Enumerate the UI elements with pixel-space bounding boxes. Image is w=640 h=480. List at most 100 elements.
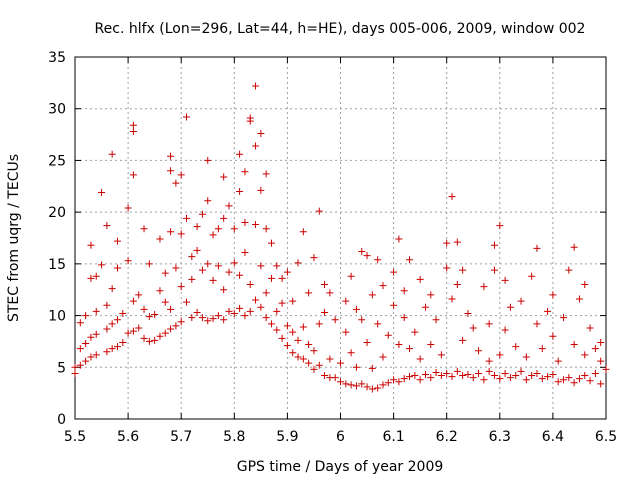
data-point: [108, 150, 116, 158]
data-point: [113, 316, 121, 324]
data-point: [273, 262, 281, 270]
data-point: [390, 268, 398, 276]
data-point: [363, 252, 371, 260]
data-point: [363, 338, 371, 346]
data-point: [236, 150, 244, 158]
data-point: [512, 343, 520, 351]
data-point: [124, 204, 132, 212]
data-point: [113, 264, 121, 272]
data-point: [501, 326, 509, 334]
data-point: [267, 274, 275, 282]
data-point: [273, 326, 281, 334]
data-point: [267, 320, 275, 328]
data-point: [278, 299, 286, 307]
data-point: [82, 357, 90, 365]
data-point: [400, 375, 408, 383]
x-tick-label: 5.9: [276, 429, 298, 445]
data-point: [411, 372, 419, 380]
data-point: [310, 254, 318, 262]
data-point: [395, 235, 403, 243]
data-point: [560, 314, 568, 322]
data-point: [167, 305, 175, 313]
data-point: [490, 241, 498, 249]
data-point: [310, 347, 318, 355]
data-point: [352, 382, 360, 390]
data-point: [246, 281, 254, 289]
data-point: [252, 221, 260, 229]
data-point: [289, 349, 297, 357]
x-tick-label: 6.3: [489, 429, 511, 445]
data-point: [188, 253, 196, 261]
data-point: [358, 380, 366, 388]
x-tick-label: 5.8: [223, 429, 245, 445]
data-point: [453, 238, 461, 246]
data-point: [82, 312, 90, 320]
data-point: [395, 341, 403, 349]
data-point: [570, 379, 578, 387]
data-point: [342, 380, 350, 388]
data-point: [252, 142, 260, 150]
data-point: [267, 239, 275, 247]
data-point: [374, 384, 382, 392]
data-point: [177, 230, 185, 238]
data-point: [448, 295, 456, 303]
data-point: [591, 345, 599, 353]
data-point: [485, 357, 493, 365]
data-point: [443, 369, 451, 377]
data-point: [76, 345, 84, 353]
data-point: [321, 308, 329, 316]
data-point: [87, 274, 95, 282]
data-point: [92, 307, 100, 315]
x-tick-labels: 5.5 5.6 5.7 5.8 5.9 6 6.1 6.2 6.3 6.4 6.5: [64, 429, 617, 445]
data-point: [352, 363, 360, 371]
data-point: [331, 374, 339, 382]
data-point: [586, 377, 594, 385]
data-point: [140, 305, 148, 313]
data-point: [570, 243, 578, 251]
data-point: [236, 187, 244, 195]
data-point: [135, 324, 143, 332]
data-point: [167, 167, 175, 175]
data-point: [236, 304, 244, 312]
data-point: [421, 303, 429, 311]
data-point: [485, 367, 493, 375]
data-point: [172, 179, 180, 187]
data-point: [225, 268, 233, 276]
data-point: [448, 373, 456, 381]
data-point: [156, 332, 164, 340]
data-point: [597, 380, 605, 388]
data-point: [172, 322, 180, 330]
data-point: [283, 322, 291, 330]
data-point: [230, 310, 238, 318]
data-point: [167, 152, 175, 160]
data-point: [384, 331, 392, 339]
data-point: [76, 361, 84, 369]
data-point: [193, 223, 201, 231]
data-point: [108, 320, 116, 328]
data-point: [448, 193, 456, 201]
data-point: [544, 307, 552, 315]
data-point: [321, 372, 329, 380]
data-point: [220, 214, 228, 222]
data-point: [92, 272, 100, 280]
data-point: [82, 339, 90, 347]
data-point: [427, 291, 435, 299]
data-point: [581, 351, 589, 359]
data-point: [241, 312, 249, 320]
data-point: [453, 281, 461, 289]
data-point: [103, 222, 111, 230]
data-point: [352, 305, 360, 313]
data-point: [506, 374, 514, 382]
data-point: [108, 285, 116, 293]
data-point: [347, 349, 355, 357]
y-axis-label: STEC from uqrg / TECUs: [6, 154, 22, 322]
data-point: [368, 291, 376, 299]
data-point: [119, 338, 127, 346]
data-point: [71, 369, 79, 377]
data-point: [416, 275, 424, 283]
data-point: [411, 328, 419, 336]
data-point: [384, 379, 392, 387]
data-point: [522, 376, 530, 384]
data-point: [581, 372, 589, 380]
x-tick-label: 6.5: [595, 429, 617, 445]
